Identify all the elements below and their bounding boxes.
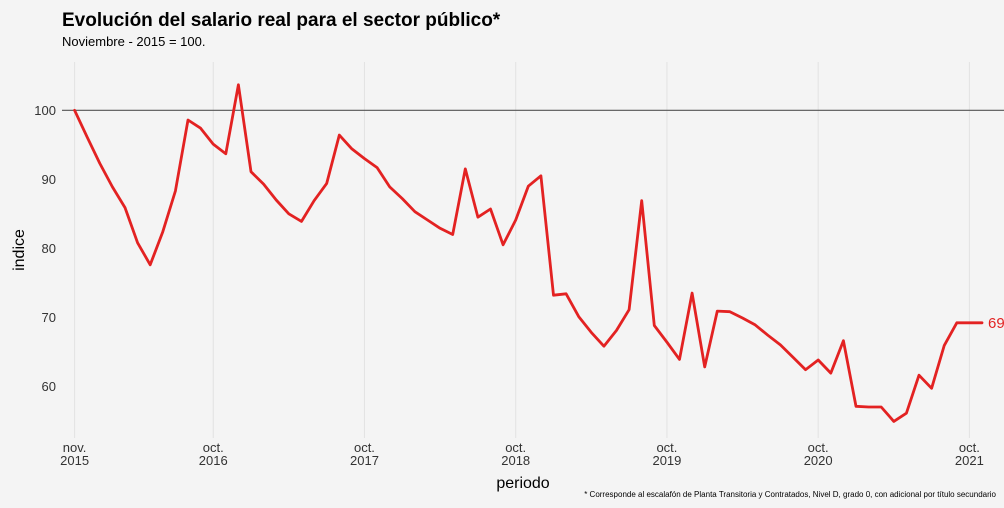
y-tick-label: 80 [42, 241, 56, 256]
x-tick-label: 2016 [199, 453, 228, 468]
x-tick-label: oct. [656, 440, 677, 455]
y-axis-title: indice [11, 229, 28, 271]
x-tick-label: 2020 [804, 453, 833, 468]
series-layer [73, 83, 984, 423]
x-tick-label: oct. [203, 440, 224, 455]
chart-title: Evolución del salario real para el secto… [62, 10, 501, 31]
x-tick-label: oct. [808, 440, 829, 455]
y-tick-label: 60 [42, 379, 56, 394]
y-tick-label: 70 [42, 310, 56, 325]
x-tick-label: 2017 [350, 453, 379, 468]
grid-lines [74, 62, 970, 438]
x-tick-label: oct. [505, 440, 526, 455]
x-tick-label: 2021 [955, 453, 984, 468]
y-tick-label: 90 [42, 172, 56, 187]
y-axis-ticks: 60 70 80 90 100 [34, 103, 56, 394]
x-tick-label: 2015 [60, 453, 89, 468]
series-line [73, 83, 984, 423]
x-tick-label: nov. [63, 440, 87, 455]
y-tick-label: 100 [34, 103, 56, 118]
x-axis-title: periodo [496, 475, 549, 492]
x-tick-label: 2018 [501, 453, 530, 468]
x-tick-label: 2019 [652, 453, 681, 468]
x-tick-label: oct. [959, 440, 980, 455]
x-axis-ticks: nov.2015oct.2016oct.2017oct.2018oct.2019… [60, 440, 984, 468]
chart-footnote: * Corresponde al escalafón de Planta Tra… [584, 490, 996, 499]
chart-subtitle: Noviembre - 2015 = 100. [62, 34, 206, 49]
end-value-label: 69.2 [988, 315, 1004, 332]
x-tick-label: oct. [354, 440, 375, 455]
